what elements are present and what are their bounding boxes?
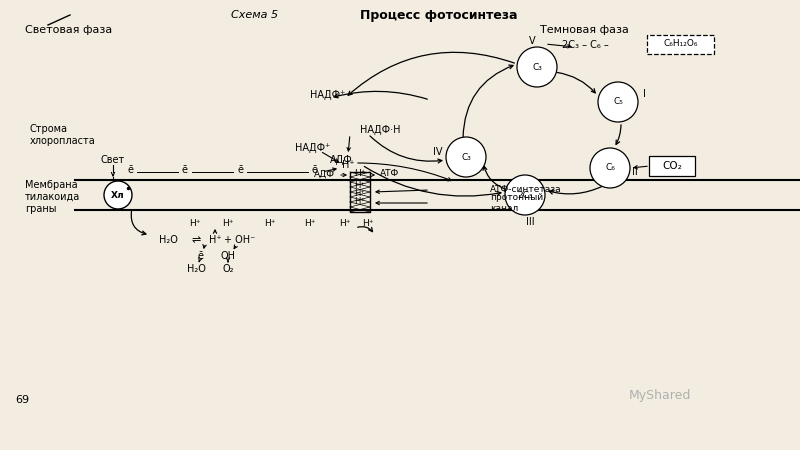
Text: C₆: C₆ bbox=[605, 163, 615, 172]
Text: 2C₃ – C₆ –: 2C₃ – C₆ – bbox=[562, 40, 609, 50]
Text: MyShared: MyShared bbox=[629, 388, 691, 401]
Text: O₂: O₂ bbox=[222, 264, 234, 274]
Circle shape bbox=[598, 82, 638, 122]
Text: H⁺: H⁺ bbox=[339, 219, 350, 228]
Text: H₂O: H₂O bbox=[158, 235, 178, 245]
Text: C₃: C₃ bbox=[461, 153, 471, 162]
Text: H⁺: H⁺ bbox=[222, 219, 234, 228]
Text: Свет: Свет bbox=[101, 155, 125, 165]
Text: АДФ: АДФ bbox=[314, 170, 335, 179]
Circle shape bbox=[104, 181, 132, 209]
FancyBboxPatch shape bbox=[647, 35, 714, 54]
Text: H⁺: H⁺ bbox=[362, 219, 374, 228]
Text: OH: OH bbox=[221, 251, 235, 261]
Text: АТФ-синтетаза: АТФ-синтетаза bbox=[490, 185, 562, 194]
Text: V: V bbox=[529, 36, 535, 46]
Circle shape bbox=[517, 47, 557, 87]
Text: H⁺: H⁺ bbox=[209, 235, 222, 245]
Text: H⁺: H⁺ bbox=[264, 219, 276, 228]
Circle shape bbox=[505, 175, 545, 215]
Text: H⁺: H⁺ bbox=[190, 219, 201, 228]
Text: НАДФ⁺: НАДФ⁺ bbox=[310, 90, 346, 100]
Text: + OH⁻: + OH⁻ bbox=[224, 235, 256, 245]
Text: НАДФ⁺: НАДФ⁺ bbox=[295, 143, 330, 153]
Text: III: III bbox=[526, 217, 534, 227]
Text: 69: 69 bbox=[15, 395, 29, 405]
Text: C₆H₁₂O₆: C₆H₁₂O₆ bbox=[664, 40, 698, 49]
Text: ē: ē bbox=[237, 165, 243, 175]
Text: ⇌: ⇌ bbox=[191, 235, 201, 245]
Text: H⁺: H⁺ bbox=[354, 181, 366, 190]
Text: Световая фаза: Световая фаза bbox=[25, 25, 112, 35]
Text: Строма
хлоропласта: Строма хлоропласта bbox=[30, 124, 96, 146]
Text: CO₂: CO₂ bbox=[662, 161, 682, 171]
Circle shape bbox=[590, 148, 630, 188]
Text: НАДФ·Н: НАДФ·Н bbox=[360, 125, 401, 135]
Text: Хл: Хл bbox=[111, 190, 125, 199]
Circle shape bbox=[446, 137, 486, 177]
Text: I: I bbox=[642, 89, 646, 99]
Text: ē: ē bbox=[127, 165, 133, 175]
Text: 2C₃: 2C₃ bbox=[518, 190, 533, 199]
Text: IV: IV bbox=[434, 147, 442, 157]
Text: ē: ē bbox=[312, 165, 318, 175]
Text: Процесс фотосинтеза: Процесс фотосинтеза bbox=[360, 9, 518, 22]
Text: H₂O: H₂O bbox=[186, 264, 206, 274]
Text: H⁺: H⁺ bbox=[354, 198, 366, 207]
Bar bbox=[350, 172, 370, 212]
Text: H⁺: H⁺ bbox=[304, 219, 316, 228]
Text: H⁺: H⁺ bbox=[354, 189, 366, 198]
Text: АДФ: АДФ bbox=[330, 155, 353, 165]
Text: протонный
канал: протонный канал bbox=[490, 194, 543, 213]
Text: Мембрана
тилакоида
граны: Мембрана тилакоида граны bbox=[25, 180, 80, 214]
Text: C₃: C₃ bbox=[532, 63, 542, 72]
Text: H⁺: H⁺ bbox=[342, 160, 354, 170]
Text: ē: ē bbox=[197, 251, 203, 261]
Text: C₅: C₅ bbox=[613, 98, 623, 107]
Text: H⁺: H⁺ bbox=[354, 170, 366, 179]
Text: Схема 5: Схема 5 bbox=[231, 10, 278, 20]
Text: АТФ: АТФ bbox=[380, 170, 399, 179]
Text: Темновая фаза: Темновая фаза bbox=[540, 25, 629, 35]
FancyBboxPatch shape bbox=[649, 156, 695, 176]
Text: II: II bbox=[632, 167, 638, 177]
Text: ē: ē bbox=[182, 165, 188, 175]
